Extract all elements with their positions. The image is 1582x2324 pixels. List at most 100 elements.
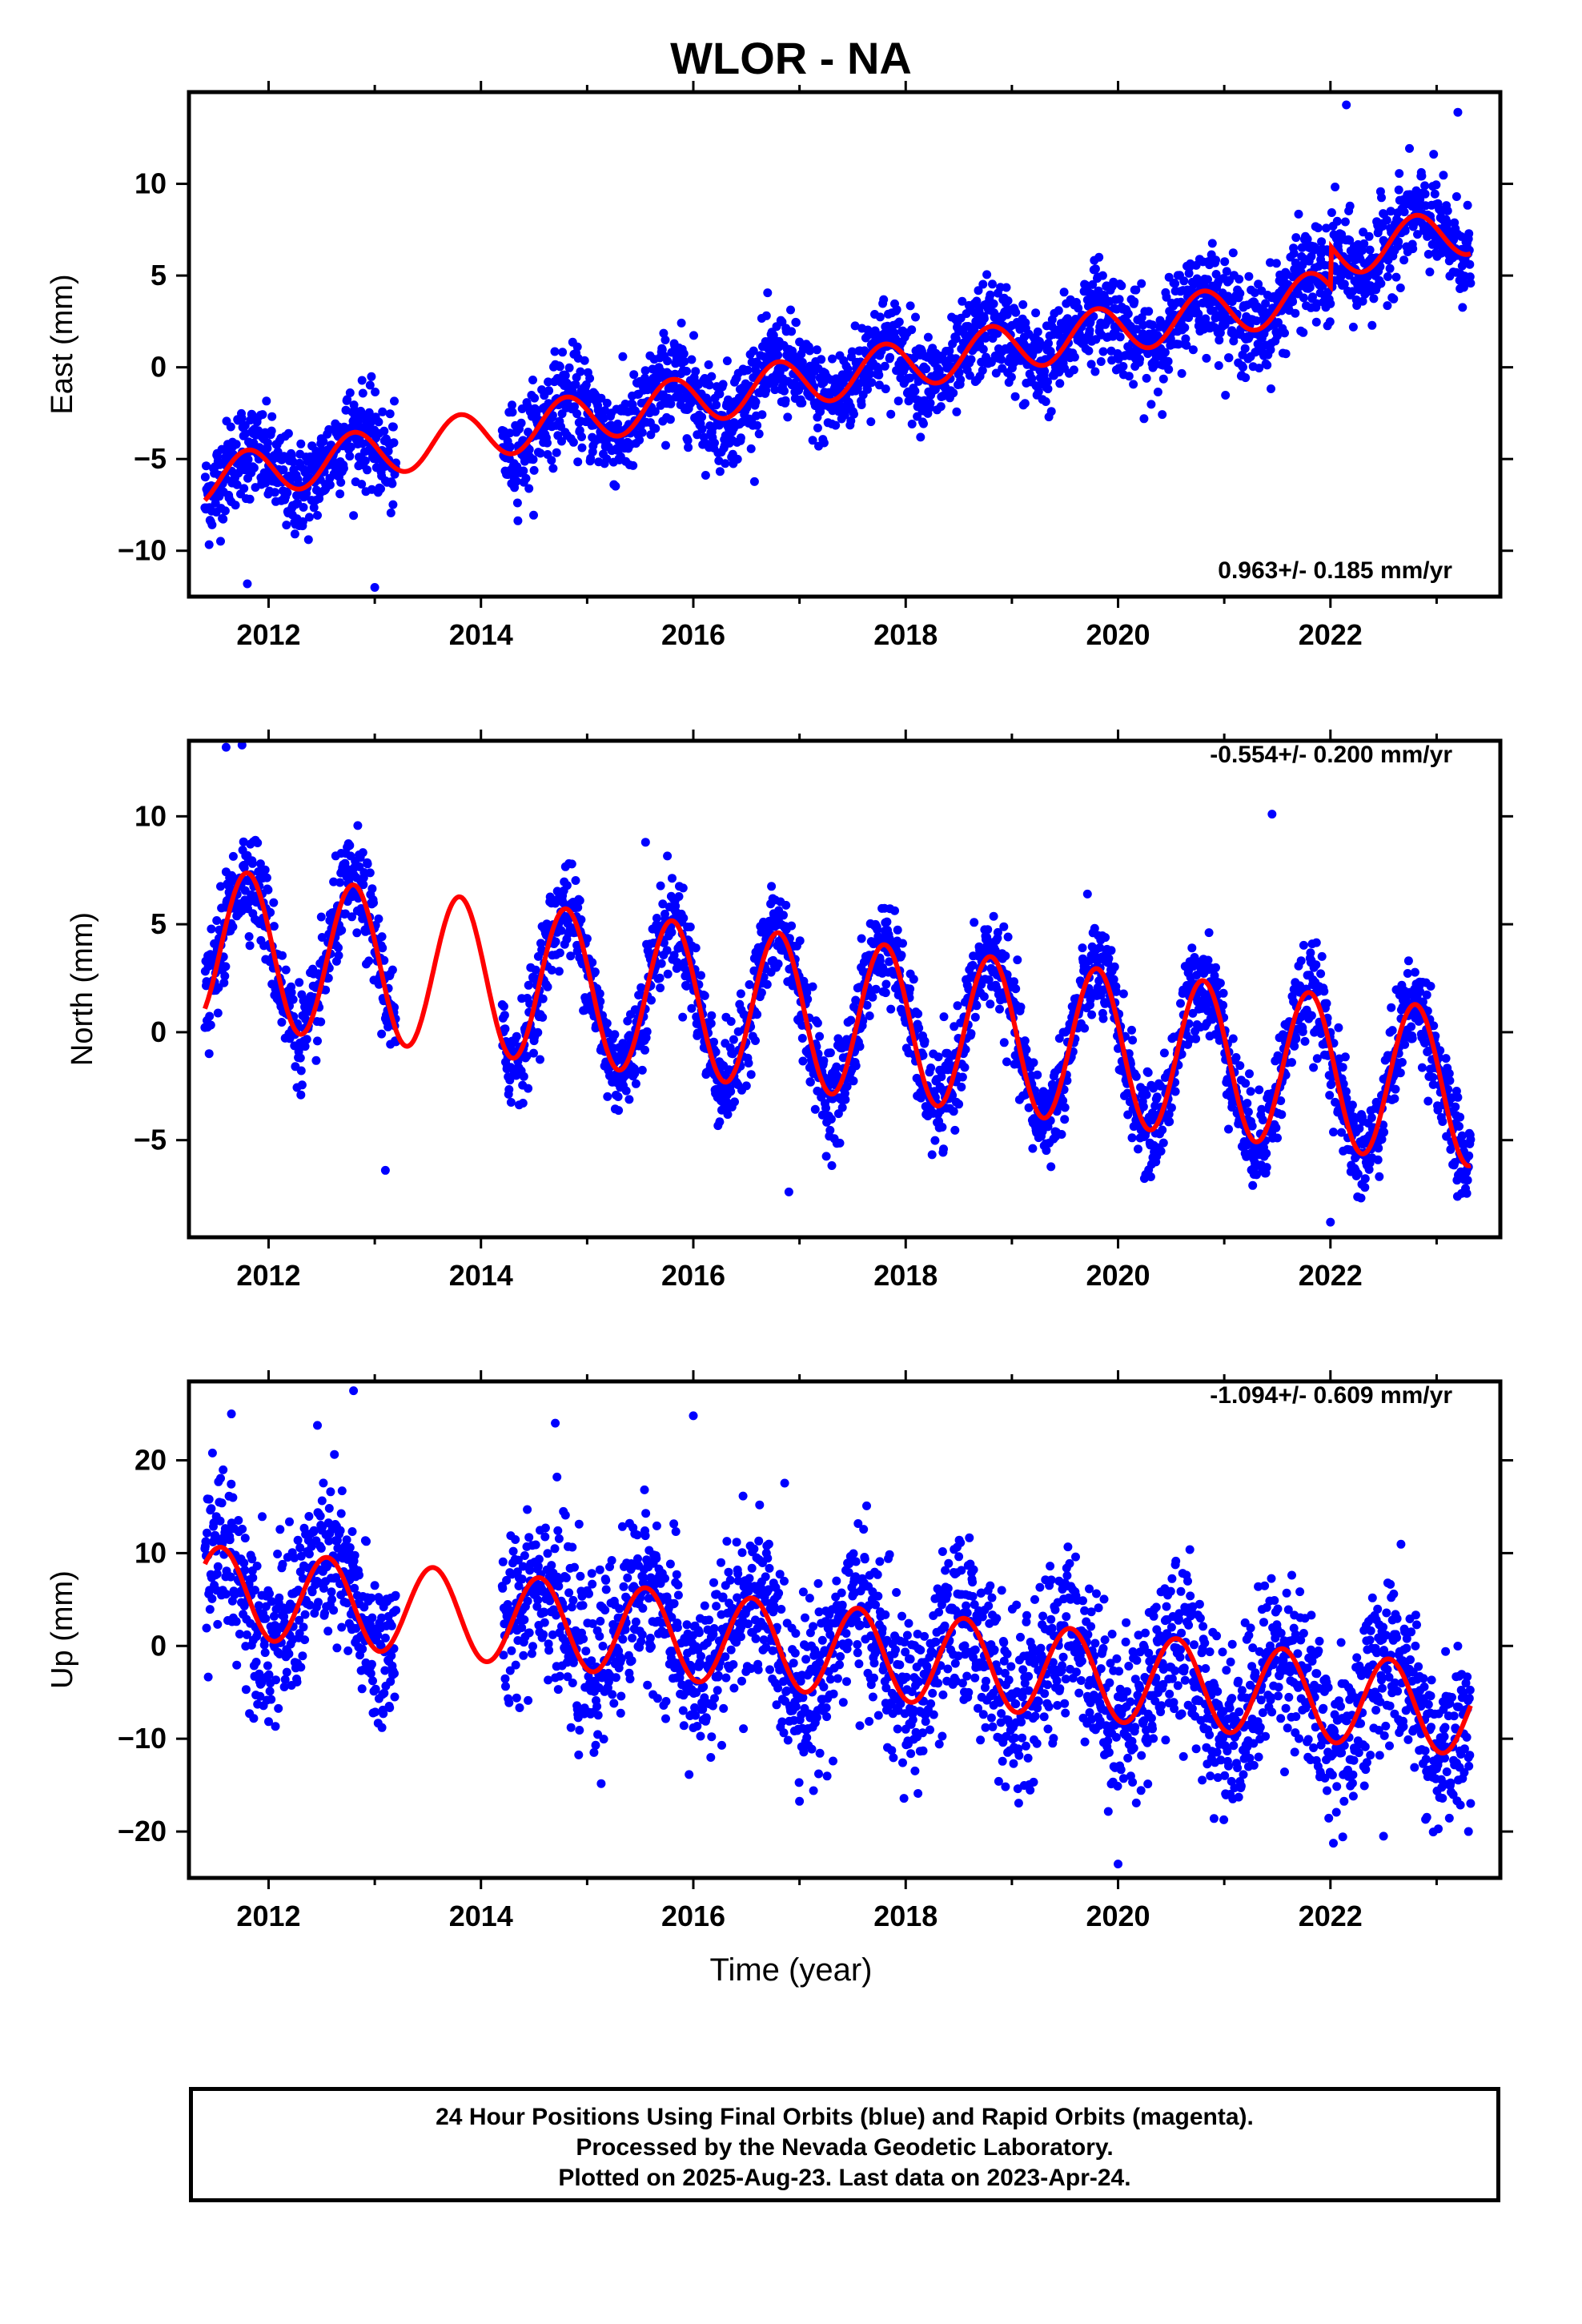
north-data-point	[228, 922, 238, 931]
north-data-point	[317, 933, 327, 942]
east-data-point	[1389, 294, 1399, 304]
north-points	[200, 741, 1476, 1227]
east-data-point	[1142, 373, 1151, 383]
north-data-point	[573, 903, 583, 912]
north-data-point	[281, 965, 291, 975]
east-data-point	[1291, 233, 1301, 243]
east-data-point	[374, 417, 383, 427]
north-data-point	[662, 946, 672, 955]
north-data-point	[379, 955, 389, 965]
east-data-point	[1458, 303, 1468, 312]
east-data-point	[577, 432, 586, 441]
east-data-point	[795, 337, 805, 347]
east-data-point	[358, 388, 367, 398]
east-data-point	[376, 484, 385, 493]
north-data-point	[656, 959, 666, 968]
north-data-point	[927, 1150, 937, 1160]
east-data-point	[1430, 189, 1439, 199]
east-data-point	[1465, 272, 1475, 282]
north-data-point	[970, 918, 979, 927]
north-data-point	[1143, 1068, 1153, 1077]
east-data-point	[1041, 397, 1050, 406]
east-data-point	[1377, 193, 1386, 203]
north-data-point	[697, 971, 705, 980]
east-data-point	[1158, 374, 1168, 384]
east-data-point	[1348, 322, 1358, 332]
north-data-point	[1241, 1079, 1251, 1088]
north-data-point	[825, 1125, 835, 1135]
east-data-point	[379, 426, 389, 436]
east-data-point	[687, 355, 697, 364]
east-data-point	[602, 398, 612, 408]
north-data-point	[805, 1077, 815, 1087]
north-data-point	[1016, 1003, 1026, 1011]
north-data-point	[500, 1011, 509, 1020]
north-data-point	[659, 938, 669, 947]
east-data-point	[1288, 297, 1298, 307]
north-data-point	[262, 873, 271, 883]
east-data-point	[325, 480, 335, 489]
north-data-point	[334, 943, 343, 952]
east-data-point	[346, 442, 355, 452]
east-data-point	[886, 409, 896, 419]
north-data-point	[707, 1011, 717, 1020]
east-data-point	[893, 396, 903, 406]
east-data-point	[1452, 192, 1461, 201]
east-data-point	[1085, 326, 1094, 336]
east-data-point	[847, 347, 857, 356]
east-data-point	[763, 288, 773, 298]
north-data-point	[1114, 1043, 1122, 1053]
north-data-point	[968, 960, 978, 970]
east-data-point	[1222, 267, 1231, 276]
east-data-point	[1395, 283, 1405, 292]
north-data-point	[590, 967, 600, 977]
north-data-point	[566, 951, 576, 961]
east-data-point	[682, 367, 691, 376]
east-data-point	[519, 466, 528, 476]
east-data-point	[1153, 388, 1162, 396]
north-data-point	[986, 999, 995, 1009]
east-data-point	[530, 393, 540, 403]
east-data-point	[846, 416, 856, 425]
north-data-point	[726, 1017, 736, 1026]
east-data-point	[1311, 243, 1320, 252]
north-data-point	[773, 959, 783, 969]
east-data-point	[572, 409, 582, 419]
east-data-point	[357, 376, 367, 385]
east-data-point	[954, 368, 964, 377]
north-data-point	[972, 1001, 982, 1011]
east-data-point	[1413, 230, 1422, 239]
east-data-point	[911, 312, 920, 322]
north-data-point	[1231, 1053, 1241, 1062]
north-data-point	[300, 1042, 310, 1051]
north-data-point	[220, 971, 230, 981]
east-data-point	[1383, 301, 1392, 311]
north-data-point	[595, 989, 604, 999]
east-data-point	[857, 400, 866, 409]
east-data-point	[364, 408, 374, 417]
east-data-point	[923, 332, 933, 342]
east-data-point	[722, 356, 732, 366]
east-data-point	[378, 407, 387, 416]
east-data-point	[345, 452, 355, 461]
east-data-point	[282, 521, 291, 530]
east-data-point	[628, 460, 638, 470]
east-data-point	[599, 414, 608, 423]
north-data-point	[930, 1136, 940, 1145]
east-data-point	[1400, 226, 1410, 235]
east-data-point	[1235, 288, 1245, 298]
north-data-point	[345, 841, 355, 850]
north-data-point	[813, 1019, 822, 1027]
north-data-point	[321, 985, 331, 995]
east-x-tick-label: 2020	[1086, 618, 1150, 651]
north-data-point	[1042, 1146, 1051, 1156]
north-data-point	[744, 1059, 753, 1068]
north-data-point	[920, 1036, 930, 1046]
east-data-point	[1211, 270, 1221, 279]
north-data-point	[741, 1081, 751, 1091]
north-data-point	[1001, 951, 1010, 961]
north-data-point	[1078, 943, 1087, 953]
east-data-point	[1044, 339, 1053, 348]
north-data-point	[810, 1104, 820, 1114]
east-data-point	[1224, 353, 1234, 363]
